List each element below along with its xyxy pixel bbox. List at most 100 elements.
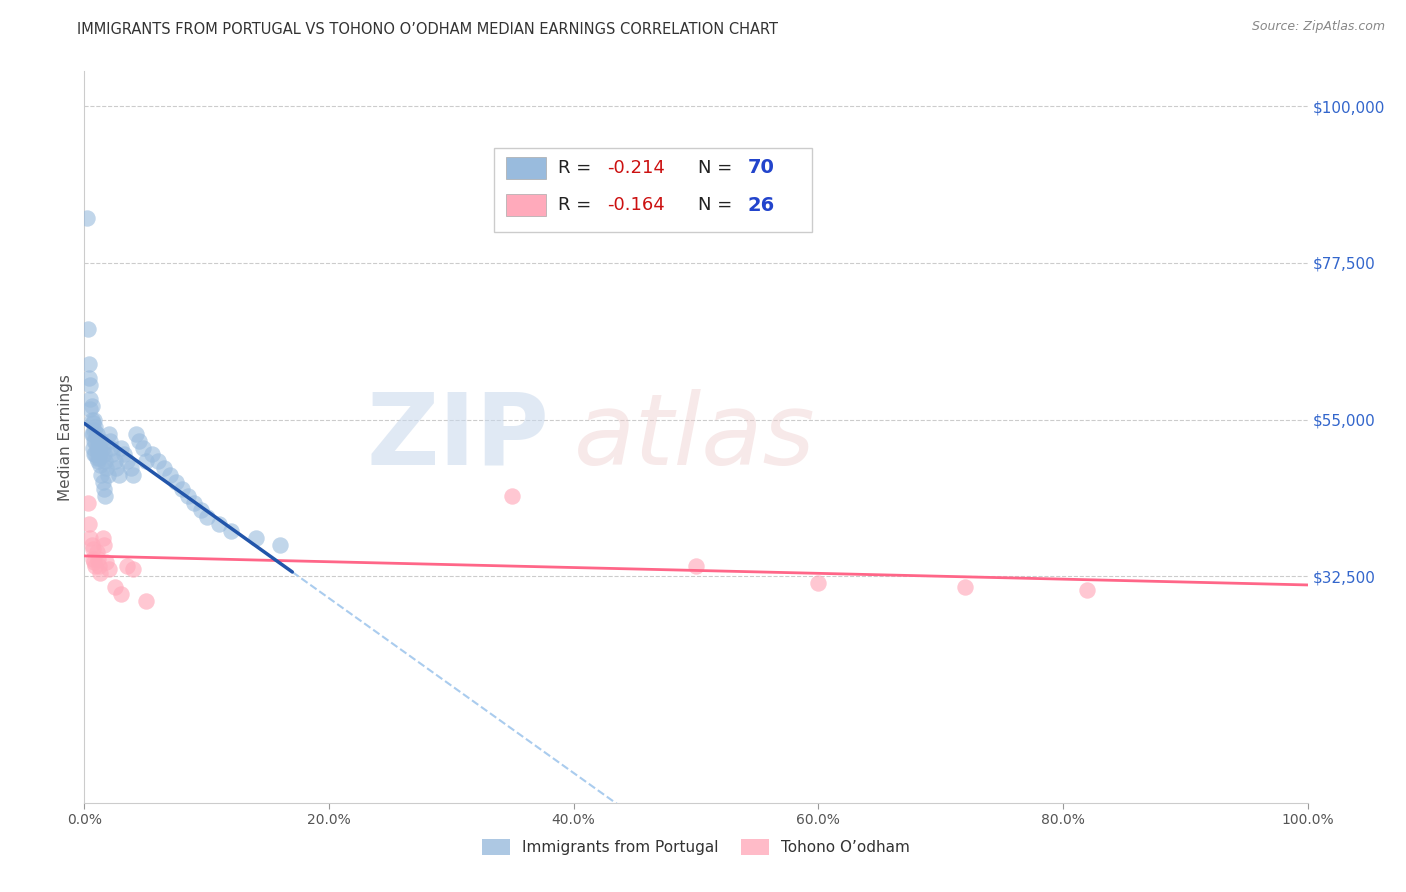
Point xyxy=(953,580,976,594)
Text: R =: R = xyxy=(558,159,596,177)
Point xyxy=(110,587,132,601)
Point xyxy=(125,426,148,441)
Point xyxy=(91,441,114,455)
Point xyxy=(80,538,103,552)
Point xyxy=(79,402,101,417)
Point xyxy=(77,357,100,371)
Point xyxy=(80,412,103,426)
Point xyxy=(115,558,138,573)
Point xyxy=(172,483,194,497)
Point xyxy=(82,541,104,556)
Point xyxy=(105,461,128,475)
Point xyxy=(94,489,117,503)
Point xyxy=(76,211,98,225)
Point xyxy=(91,475,114,490)
Point xyxy=(89,566,111,580)
Point xyxy=(269,538,291,552)
Text: R =: R = xyxy=(558,196,596,214)
Point xyxy=(89,448,111,462)
Point xyxy=(141,448,163,462)
Point xyxy=(84,558,107,573)
Point xyxy=(94,454,117,468)
Point xyxy=(97,562,120,576)
Point xyxy=(86,426,108,441)
Point xyxy=(83,412,105,426)
Point xyxy=(208,517,231,532)
Text: N =: N = xyxy=(699,196,738,214)
Point xyxy=(96,461,118,475)
Point xyxy=(86,441,108,455)
Point xyxy=(86,545,108,559)
Point xyxy=(101,448,124,462)
Text: -0.164: -0.164 xyxy=(606,196,665,214)
Point xyxy=(122,562,145,576)
Point xyxy=(685,558,707,573)
Text: -0.214: -0.214 xyxy=(606,159,665,177)
Text: ZIP: ZIP xyxy=(367,389,550,485)
Text: atlas: atlas xyxy=(574,389,815,485)
Point xyxy=(128,434,150,448)
Point xyxy=(79,377,101,392)
Point xyxy=(84,434,107,448)
Point xyxy=(245,531,267,545)
Point xyxy=(82,441,104,455)
Point xyxy=(84,419,107,434)
Point xyxy=(93,483,115,497)
Point xyxy=(87,441,110,455)
FancyBboxPatch shape xyxy=(506,194,546,216)
Point xyxy=(83,434,105,448)
Point xyxy=(77,322,100,336)
Text: 70: 70 xyxy=(748,159,775,178)
Point xyxy=(82,426,104,441)
Point xyxy=(219,524,242,538)
Point xyxy=(87,558,110,573)
Point xyxy=(93,448,115,462)
Point xyxy=(87,552,110,566)
Point xyxy=(146,454,169,468)
Point xyxy=(97,426,120,441)
Point xyxy=(87,434,110,448)
Point xyxy=(177,489,200,503)
Point xyxy=(104,580,127,594)
Point xyxy=(190,503,212,517)
Point xyxy=(83,448,105,462)
Point xyxy=(97,468,120,483)
Point xyxy=(122,468,145,483)
Point xyxy=(93,538,115,552)
Point xyxy=(1076,583,1098,598)
FancyBboxPatch shape xyxy=(506,157,546,179)
Text: N =: N = xyxy=(699,159,738,177)
Point xyxy=(82,552,104,566)
Point xyxy=(104,454,127,468)
Point xyxy=(77,371,100,385)
Point xyxy=(80,426,103,441)
Text: IMMIGRANTS FROM PORTUGAL VS TOHONO O’ODHAM MEDIAN EARNINGS CORRELATION CHART: IMMIGRANTS FROM PORTUGAL VS TOHONO O’ODH… xyxy=(77,22,779,37)
Point xyxy=(86,450,108,465)
Point xyxy=(90,434,112,448)
Legend: Immigrants from Portugal, Tohono O’odham: Immigrants from Portugal, Tohono O’odham xyxy=(477,833,915,861)
Y-axis label: Median Earnings: Median Earnings xyxy=(58,374,73,500)
Point xyxy=(91,531,114,545)
Point xyxy=(87,450,110,465)
Point xyxy=(135,454,157,468)
Point xyxy=(165,475,187,490)
Point xyxy=(502,489,524,503)
Point xyxy=(112,448,135,462)
Point xyxy=(87,444,110,458)
Point xyxy=(82,416,104,430)
Point xyxy=(110,441,132,455)
Text: Source: ZipAtlas.com: Source: ZipAtlas.com xyxy=(1251,20,1385,33)
Point xyxy=(77,496,100,510)
Point xyxy=(159,468,181,483)
Point xyxy=(87,454,110,468)
Point xyxy=(98,434,121,448)
Point xyxy=(183,496,205,510)
FancyBboxPatch shape xyxy=(494,148,813,232)
Point xyxy=(120,461,142,475)
Point xyxy=(79,531,101,545)
Point xyxy=(84,448,107,462)
Point xyxy=(90,468,112,483)
Point xyxy=(89,458,111,472)
Point xyxy=(77,517,100,532)
Point xyxy=(83,556,105,570)
